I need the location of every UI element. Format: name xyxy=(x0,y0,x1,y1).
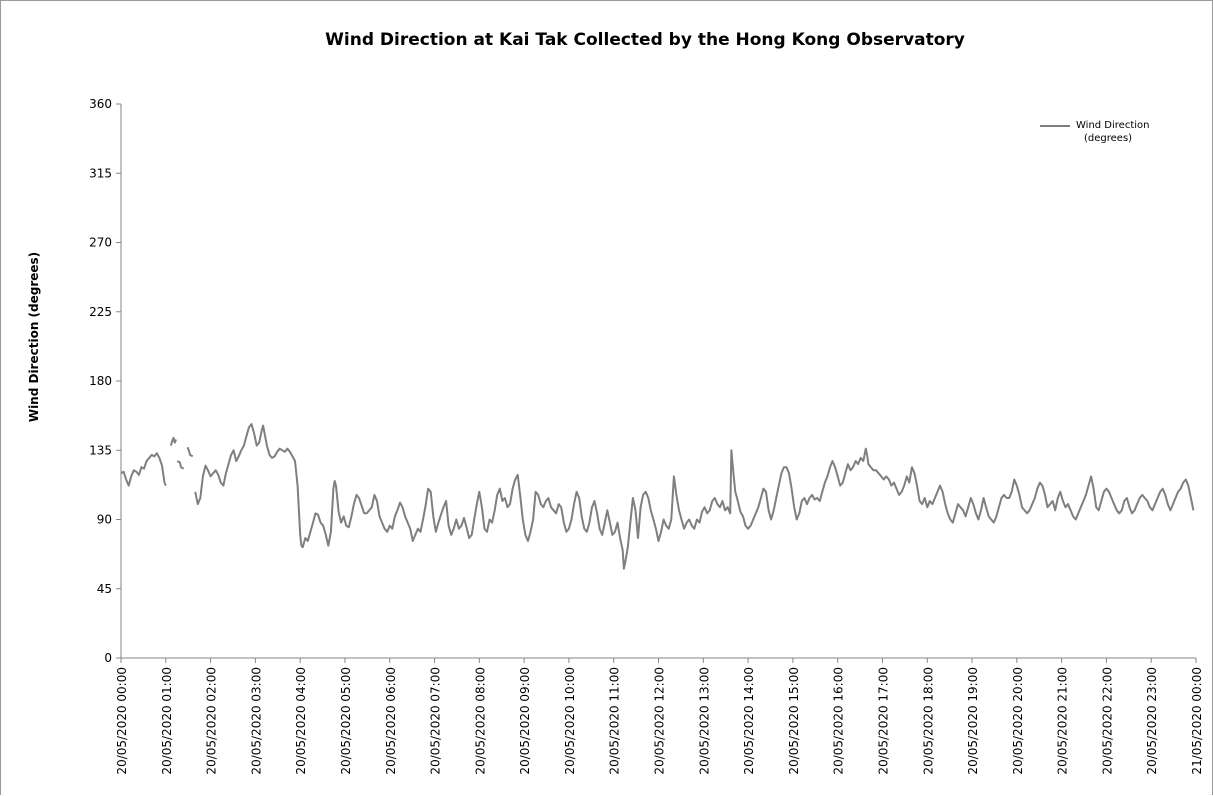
x-tick-label: 20/05/2020 03:00 xyxy=(249,667,263,775)
y-tick-label: 180 xyxy=(89,374,112,388)
series-line-segment xyxy=(169,436,177,446)
y-tick-label: 135 xyxy=(89,443,112,457)
x-tick-label: 20/05/2020 21:00 xyxy=(1056,667,1070,775)
legend-swatch xyxy=(1040,125,1070,127)
x-tick-label: 20/05/2020 18:00 xyxy=(921,667,935,775)
x-tick-label: 20/05/2020 19:00 xyxy=(966,667,980,775)
x-tick-label: 20/05/2020 15:00 xyxy=(787,667,801,775)
x-tick-label: 20/05/2020 02:00 xyxy=(205,667,219,775)
x-tick-label: 20/05/2020 20:00 xyxy=(1011,667,1025,775)
series-layer xyxy=(120,423,1195,570)
y-tick-label: 45 xyxy=(97,582,112,596)
chart-title: Wind Direction at Kai Tak Collected by t… xyxy=(325,30,965,50)
y-tick-label: 90 xyxy=(97,513,112,527)
x-tick-label: 20/05/2020 04:00 xyxy=(294,667,308,775)
x-tick-label: 20/05/2020 01:00 xyxy=(160,667,174,775)
y-tick-label: 360 xyxy=(89,97,112,111)
y-tick-label: 225 xyxy=(89,305,112,319)
x-tick-label: 20/05/2020 05:00 xyxy=(339,667,353,775)
series-line-segment xyxy=(186,446,194,458)
x-tick-label: 20/05/2020 23:00 xyxy=(1145,667,1159,775)
x-tick-label: 20/05/2020 06:00 xyxy=(384,667,398,775)
legend-label-line2: (degrees) xyxy=(1084,133,1133,144)
x-tick-label: 20/05/2020 10:00 xyxy=(563,667,577,775)
x-tick-label: 20/05/2020 13:00 xyxy=(697,667,711,775)
x-tick-label: 20/05/2020 12:00 xyxy=(653,667,667,775)
y-tick-label: 270 xyxy=(89,236,112,250)
series-line-segment xyxy=(194,423,1195,570)
x-tick-label: 20/05/2020 09:00 xyxy=(518,667,532,775)
legend-label-line1: Wind Direction xyxy=(1076,120,1150,131)
x-tick-label: 20/05/2020 00:00 xyxy=(115,667,129,775)
x-tick-label: 20/05/2020 22:00 xyxy=(1100,667,1114,775)
x-tick-label: 20/05/2020 16:00 xyxy=(832,667,846,775)
y-axis: 0 45 90 135 180 225 270 315 360 xyxy=(89,97,122,665)
x-tick-label: 20/05/2020 08:00 xyxy=(473,667,487,775)
x-tick-label: 20/05/2020 14:00 xyxy=(742,667,756,775)
y-tick-label: 0 xyxy=(104,651,112,665)
x-tick-label: 20/05/2020 07:00 xyxy=(429,667,443,775)
series-line-segment xyxy=(176,460,185,470)
legend-label: Wind Direction (degrees) xyxy=(1076,119,1196,145)
y-tick-label: 315 xyxy=(89,166,112,180)
x-axis: 20/05/2020 00:00 20/05/2020 01:00 20/05/20… xyxy=(115,657,1204,775)
x-tick-label: 21/05/2020 00:00 xyxy=(1190,667,1204,775)
x-tick-label: 20/05/2020 11:00 xyxy=(608,667,622,775)
series-line-segment xyxy=(120,452,167,487)
x-tick-label: 20/05/2020 17:00 xyxy=(876,667,890,775)
